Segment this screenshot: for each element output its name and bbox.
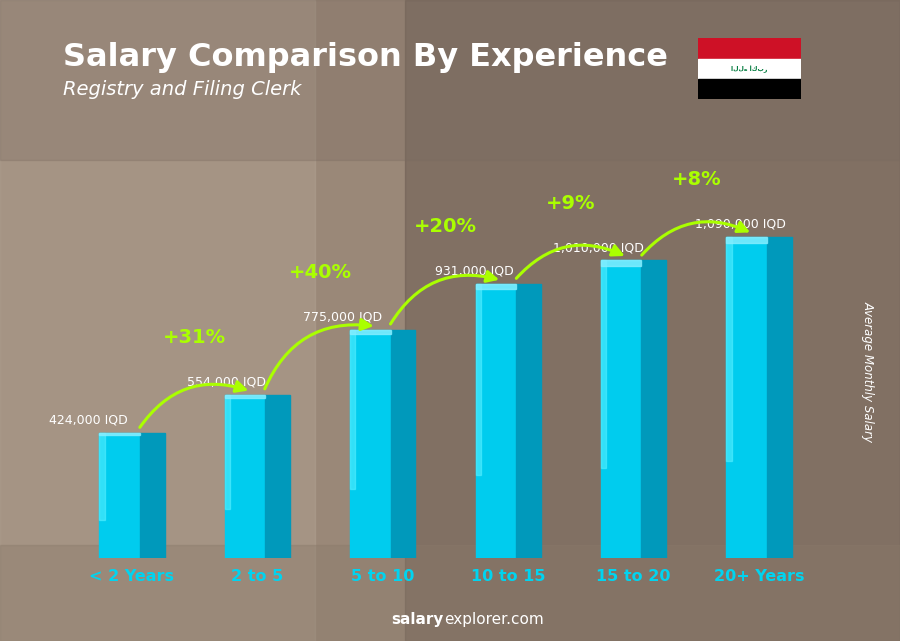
Bar <box>698 59 801 79</box>
Bar <box>225 395 266 558</box>
Bar <box>726 237 732 462</box>
Text: 1,010,000 IQD: 1,010,000 IQD <box>554 242 644 254</box>
Bar <box>601 260 607 469</box>
Bar <box>475 283 516 288</box>
Bar <box>475 283 481 476</box>
Bar <box>405 0 900 641</box>
Text: salary: salary <box>392 612 444 627</box>
Bar <box>99 433 104 520</box>
Text: +9%: +9% <box>546 194 596 213</box>
Text: الله أكبر: الله أكبر <box>731 65 768 72</box>
Bar <box>698 79 801 99</box>
Text: +31%: +31% <box>163 328 226 347</box>
Bar <box>698 38 801 59</box>
Text: +40%: +40% <box>289 263 352 282</box>
Bar <box>0 0 315 641</box>
Bar <box>726 237 767 242</box>
Bar <box>475 283 516 558</box>
Bar <box>266 395 290 558</box>
Bar <box>391 329 416 558</box>
Bar <box>601 260 642 558</box>
Text: 775,000 IQD: 775,000 IQD <box>303 310 382 324</box>
Bar <box>350 329 391 558</box>
Bar <box>140 433 165 558</box>
Bar <box>225 395 266 397</box>
Bar <box>225 395 230 509</box>
Bar <box>601 260 642 265</box>
Bar <box>0 545 900 641</box>
Text: +20%: +20% <box>414 217 477 236</box>
Text: Salary Comparison By Experience: Salary Comparison By Experience <box>63 42 668 72</box>
Bar <box>350 329 356 489</box>
Text: 424,000 IQD: 424,000 IQD <box>49 414 128 427</box>
Text: 1,090,000 IQD: 1,090,000 IQD <box>695 218 786 231</box>
Text: +8%: +8% <box>671 170 721 189</box>
Bar <box>726 237 767 558</box>
Bar <box>516 283 541 558</box>
Text: 931,000 IQD: 931,000 IQD <box>435 265 514 278</box>
Text: explorer.com: explorer.com <box>445 612 544 627</box>
Bar <box>99 433 140 435</box>
Bar <box>99 433 140 558</box>
Text: Registry and Filing Clerk: Registry and Filing Clerk <box>63 80 302 99</box>
Text: 554,000 IQD: 554,000 IQD <box>186 376 266 388</box>
Bar <box>350 329 391 333</box>
Bar <box>642 260 666 558</box>
Bar <box>767 237 792 558</box>
Text: Average Monthly Salary: Average Monthly Salary <box>862 301 875 442</box>
Bar <box>0 0 900 160</box>
